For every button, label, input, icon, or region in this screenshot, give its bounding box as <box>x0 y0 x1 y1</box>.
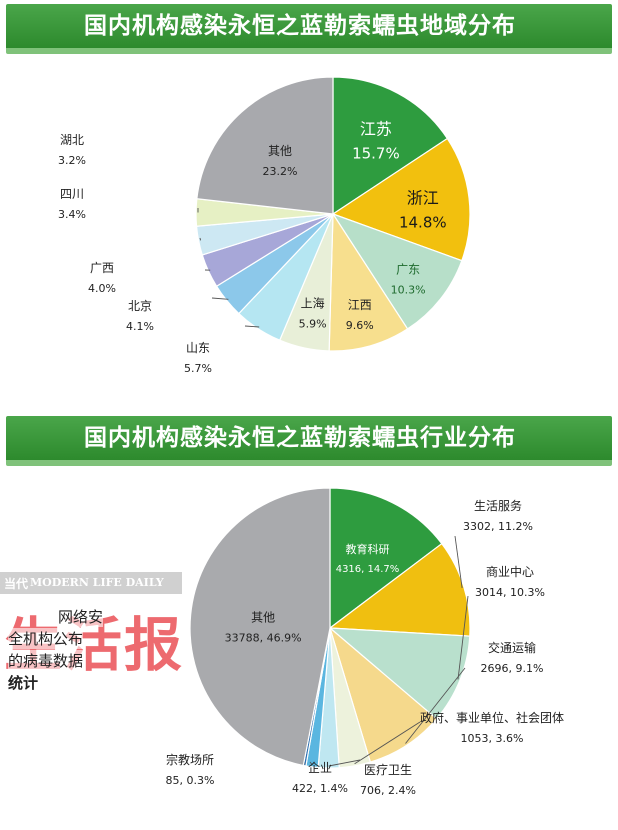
slice-name-label: 交通运输 <box>488 640 536 655</box>
leader-line <box>211 297 229 300</box>
watermark-caption-line: 网络安 <box>58 606 104 627</box>
watermark-caption-line: 统计 <box>8 674 39 692</box>
slice-value-label: 4.1% <box>126 320 154 333</box>
slice-name-label: 其他 <box>268 144 292 158</box>
pie-slice <box>331 137 471 262</box>
slice-name-label: 上海 <box>301 296 325 311</box>
newspaper-watermark: 当代 MODERN LIFE DAILY 生活报 网络安 全机构公布 的病毒数据… <box>0 572 185 712</box>
watermark-caption-line: 的病毒数据 <box>8 650 84 671</box>
chart-title-banner-region: 国内机构感染永恒之蓝勒索蠕虫地域分布 <box>6 4 612 54</box>
slice-value-label: 3.4% <box>58 208 86 221</box>
slice-value-label: 9.6% <box>346 319 374 332</box>
pie-slice <box>328 212 409 352</box>
slice-value-label: 1053, 3.6% <box>461 732 524 745</box>
slice-value-label: 10.3% <box>391 284 426 297</box>
leader-line <box>199 237 202 241</box>
slice-value-label: 3302, 11.2% <box>463 520 533 533</box>
slice-name-label: 浙江 <box>407 188 439 207</box>
slice-value-label: 23.2% <box>263 165 298 178</box>
slice-name-label: 生活服务 <box>474 498 522 513</box>
chart-title-banner-industry: 国内机构感染永恒之蓝勒索蠕虫行业分布 <box>6 416 612 466</box>
pie-slice <box>196 76 334 215</box>
leader-line <box>328 759 361 767</box>
slice-value-label: 2696, 9.1% <box>481 662 544 675</box>
leader-line <box>457 595 469 680</box>
slice-value-label: 3014, 10.3% <box>475 586 545 599</box>
pie-slice <box>331 212 463 330</box>
slice-name-label: 四川 <box>60 187 84 201</box>
leader-line <box>309 761 313 766</box>
watermark-brand: 当代 <box>4 577 29 591</box>
pie-slice <box>329 487 443 630</box>
leader-line <box>354 721 421 765</box>
slice-name-label: 广东 <box>396 263 420 277</box>
slice-name-label: 北京 <box>128 299 152 313</box>
slice-value-label: 15.7% <box>352 144 400 162</box>
slice-value-label: 5.9% <box>299 318 327 331</box>
slice-value-label: 5.7% <box>184 362 212 375</box>
slice-name-label: 医疗卫生 <box>364 763 412 777</box>
pie-slice <box>328 542 471 637</box>
pie-chart-region: 江苏 15.7% 浙江 14.8% 广东 10.3% 江西 9.6% 上海 5.9% 山东 5.7% 北… <box>58 76 471 375</box>
slice-name-label: 其他 <box>251 611 275 625</box>
leader-line <box>244 325 260 328</box>
slice-name-label: 江苏 <box>360 119 392 138</box>
slice-value-label: 85, 0.3% <box>166 774 215 787</box>
pie-slice <box>189 487 331 767</box>
leader-line <box>405 667 466 744</box>
slice-value-label: 3.2% <box>58 154 86 167</box>
slice-name-label: 江西 <box>348 298 372 312</box>
pie-slice <box>332 76 449 216</box>
slice-value-label: 33788, 46.9% <box>225 632 302 645</box>
slice-value-label: 706, 2.4% <box>360 784 416 797</box>
chart-title-industry: 国内机构感染永恒之蓝勒索蠕虫行业分布 <box>84 425 516 451</box>
slice-name-label: 宗教场所 <box>166 752 214 767</box>
slice-value-label: 4316, 14.7% <box>336 564 400 575</box>
chart-title-region: 国内机构感染永恒之蓝勒索蠕虫地域分布 <box>84 13 516 39</box>
slice-name-label: 企业 <box>308 760 332 775</box>
slice-name-label: 教育科研 <box>346 542 390 556</box>
slice-value-label: 14.8% <box>399 213 447 231</box>
watermark-caption-line: 全机构公布 <box>8 628 84 649</box>
slice-name-label: 广西 <box>90 261 114 275</box>
slice-name-label: 湖北 <box>60 132 84 147</box>
slice-value-label: 422, 1.4% <box>292 782 348 795</box>
slice-name-label: 山东 <box>186 341 210 355</box>
slice-value-label: 4.0% <box>88 282 116 295</box>
leader-line <box>454 535 463 589</box>
watermark-brand-en: MODERN LIFE DAILY <box>30 576 164 589</box>
slice-name-label: 政府、事业单位、社会团体 <box>420 710 564 725</box>
pie-slice <box>328 627 471 720</box>
watermark-bar <box>0 572 182 594</box>
pie-chart-industry: 教育科研 4316, 14.7% 生活服务 3302, 11.2% 商业中心 3014, … <box>166 487 564 797</box>
slice-name-label: 商业中心 <box>486 564 534 579</box>
